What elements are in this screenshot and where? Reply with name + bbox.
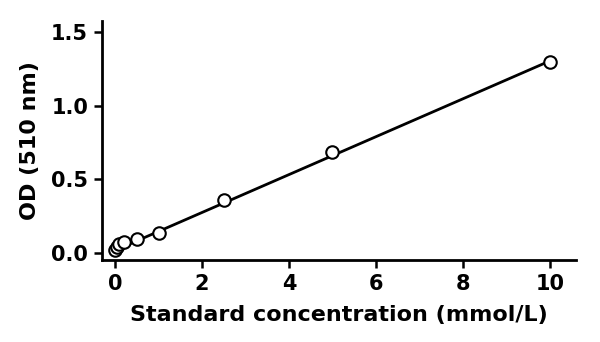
Y-axis label: OD (510 nm): OD (510 nm) [20, 61, 40, 220]
X-axis label: Standard concentration (mmol/L): Standard concentration (mmol/L) [130, 305, 548, 325]
